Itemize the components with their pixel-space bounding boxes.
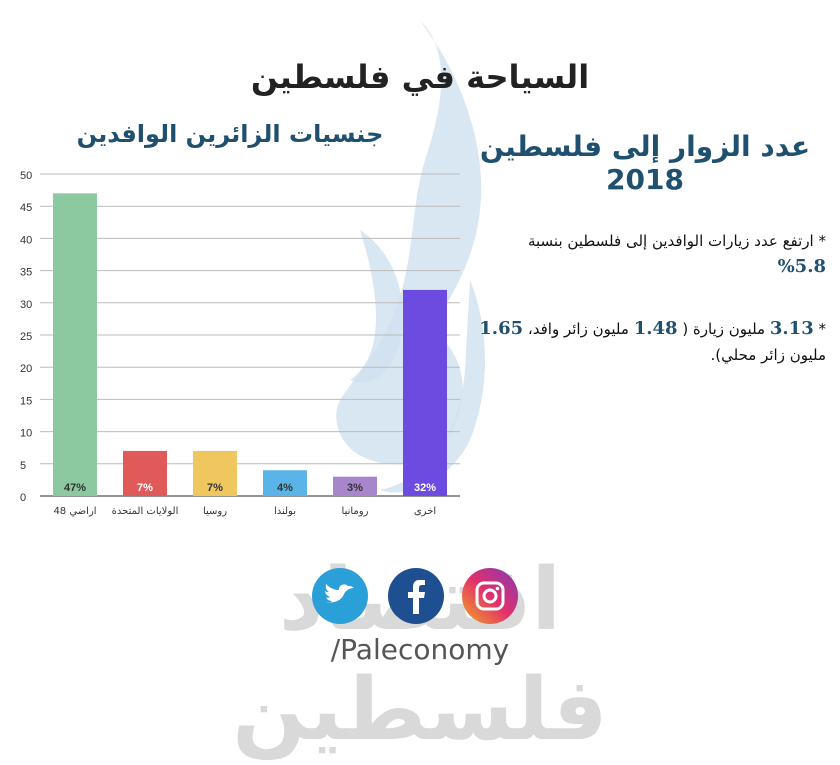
y-tick-label: 10 — [20, 428, 32, 440]
stats-title: عدد الزوار إلى فلسطين 2018 — [479, 130, 811, 196]
y-tick-label: 40 — [20, 234, 32, 246]
x-tick-label: رومانيا — [342, 506, 369, 517]
y-tick-label: 20 — [20, 363, 32, 375]
bar — [333, 476, 377, 496]
y-tick-label: 50 — [20, 170, 32, 182]
y-tick-label: 25 — [20, 331, 32, 343]
y-tick-label: 30 — [20, 299, 32, 311]
stat-local-value: 1.65 — [479, 318, 524, 339]
chart-title: جنسيات الزائرين الوافدين — [76, 120, 384, 148]
data-label: 4% — [277, 482, 293, 494]
stat-inbound-text: مليون زائر وافد، — [527, 320, 629, 338]
bar — [193, 450, 237, 496]
x-tick-label: اخرى — [414, 506, 436, 517]
data-label: 3% — [347, 482, 363, 494]
twitter-icon[interactable] — [312, 568, 368, 624]
stat-local-text: مليون زائر محلي). — [710, 346, 827, 364]
instagram-icon[interactable] — [462, 568, 518, 624]
y-tick-label: 45 — [20, 202, 32, 214]
data-label: 47% — [64, 482, 86, 494]
x-tick-label: روسيا — [203, 506, 227, 517]
bar-chart: 0 5 10 15 20 25 30 35 40 45 50 47% اراضي 48 7% الولايا… — [20, 170, 460, 517]
twitter-bird-icon — [325, 584, 354, 603]
y-tick-label: 15 — [20, 395, 32, 407]
data-label: 7% — [137, 482, 153, 494]
stat-growth-text: * ارتفع عدد زيارات الوافدين إلى فلسطين ب… — [527, 232, 826, 250]
facebook-f-icon — [408, 580, 425, 614]
stat-visits: * 3.13 مليون زيارة ( 1.48 مليون زائر واف… — [476, 316, 826, 368]
stat-growth-value: 5.8% — [777, 256, 826, 277]
y-tick-label: 35 — [20, 267, 32, 279]
stat-growth: * ارتفع عدد زيارات الوافدين إلى فلسطين ب… — [476, 228, 826, 280]
x-tick-label: بولندا — [274, 506, 296, 517]
bar — [53, 193, 97, 496]
bar — [263, 470, 307, 496]
bar — [123, 450, 167, 496]
stat-bullet: * — [818, 320, 827, 338]
instagram-camera-icon — [475, 581, 505, 611]
x-tick-label: اراضي 48 — [53, 506, 96, 517]
y-tick-label: 0 — [20, 492, 26, 504]
stat-visits-text: مليون زيارة ( — [682, 320, 766, 338]
page-title: السياحة في فلسطين — [250, 58, 590, 96]
bar — [403, 289, 447, 496]
data-label: 7% — [207, 482, 223, 494]
x-tick-label: الولايات المتحدة — [112, 506, 179, 517]
stat-inbound-value: 1.48 — [633, 318, 678, 339]
data-label: 32% — [414, 482, 436, 494]
y-tick-label: 5 — [20, 460, 26, 472]
facebook-icon[interactable] — [388, 568, 444, 624]
social-handle[interactable]: /Paleconomy — [330, 633, 510, 666]
stat-visits-value: 3.13 — [769, 318, 814, 339]
